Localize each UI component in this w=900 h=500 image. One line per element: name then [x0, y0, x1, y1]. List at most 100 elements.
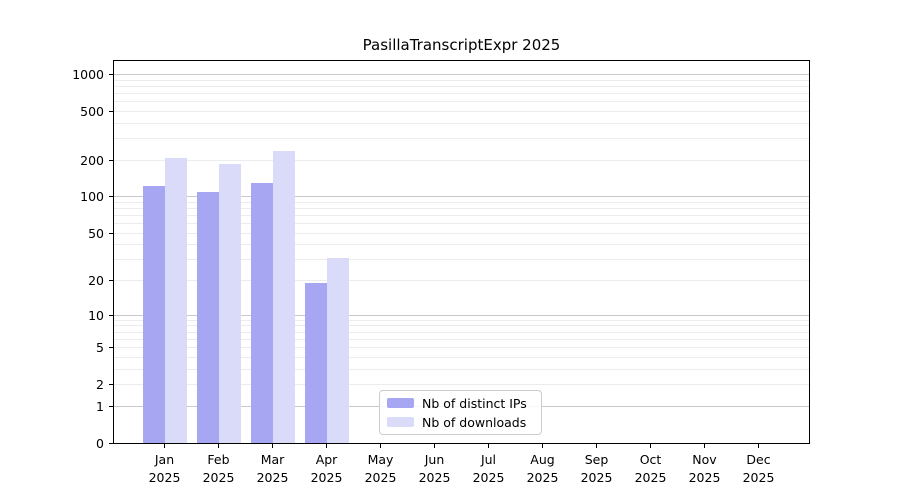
minor-gridline: [114, 319, 809, 321]
minor-gridline: [114, 232, 809, 234]
minor-gridline: [114, 331, 809, 333]
x-tick-month: Jul: [480, 452, 497, 467]
x-tick-mark: [758, 444, 759, 448]
legend-swatch-distinct-ips-icon: [387, 398, 414, 408]
x-tick-label-nov: Nov 2025: [675, 451, 735, 486]
minor-gridline: [114, 79, 809, 81]
minor-gridline: [114, 325, 809, 327]
x-tick-label-dec: Dec 2025: [729, 451, 789, 486]
x-tick-year: 2025: [256, 469, 289, 485]
y-tick-mark: [109, 405, 113, 407]
x-tick-year: 2025: [418, 469, 451, 485]
minor-gridline: [114, 85, 809, 87]
y-tick-label-200: 200: [80, 152, 104, 168]
minor-gridline: [114, 138, 809, 140]
x-tick-mark: [650, 444, 651, 448]
x-tick-month: Aug: [530, 452, 555, 467]
x-tick-label-jun: Jun 2025: [405, 451, 465, 486]
y-tick-mark: [109, 110, 113, 112]
y-tick-mark: [109, 159, 113, 161]
y-tick-mark: [109, 346, 113, 348]
x-tick-month: Feb: [207, 452, 230, 467]
x-tick-month: Jan: [154, 452, 175, 467]
x-tick-mark: [218, 444, 219, 448]
y-tick-mark: [109, 196, 113, 198]
x-tick-month: Apr: [315, 452, 338, 467]
x-tick-year: 2025: [148, 469, 181, 485]
legend-item-downloads: Nb of downloads: [387, 415, 541, 430]
minor-gridline: [114, 244, 809, 246]
minor-gridline: [114, 356, 809, 358]
y-tick-label-5: 5: [96, 339, 104, 355]
x-tick-label-sep: Sep 2025: [567, 451, 627, 486]
bar-distinct-ips-jan: [142, 186, 165, 443]
y-tick-mark: [109, 73, 113, 75]
bar-downloads-feb: [218, 164, 241, 443]
x-tick-month: Sep: [584, 452, 609, 467]
x-tick-month: Mar: [260, 452, 285, 467]
legend: Nb of distinct IPs Nb of downloads: [379, 390, 542, 435]
bar-downloads-mar: [272, 150, 295, 443]
x-tick-month: Dec: [746, 452, 771, 467]
x-tick-mark: [488, 444, 489, 448]
minor-gridline: [114, 223, 809, 225]
minor-gridline: [114, 215, 809, 217]
x-tick-month: May: [367, 452, 394, 467]
minor-gridline: [114, 122, 809, 124]
minor-gridline: [114, 101, 809, 103]
x-tick-label-apr: Apr 2025: [297, 451, 357, 486]
x-tick-label-mar: Mar 2025: [243, 451, 303, 486]
x-tick-label-may: May 2025: [351, 451, 411, 486]
y-tick-label-1: 1: [96, 398, 104, 414]
y-tick-mark: [109, 442, 113, 444]
major-gridline: [114, 196, 809, 198]
x-tick-year: 2025: [472, 469, 505, 485]
x-tick-label-oct: Oct 2025: [621, 451, 681, 486]
y-tick-mark: [109, 383, 113, 385]
legend-label-downloads: Nb of downloads: [422, 414, 527, 430]
x-tick-mark: [272, 444, 273, 448]
x-tick-mark: [326, 444, 327, 448]
x-tick-month: Oct: [639, 452, 662, 467]
x-tick-mark: [380, 444, 381, 448]
x-tick-label-aug: Aug 2025: [513, 451, 573, 486]
x-tick-month: Jun: [424, 452, 445, 467]
x-tick-year: 2025: [526, 469, 559, 485]
x-tick-mark: [164, 444, 165, 448]
plot-area: [113, 60, 810, 444]
x-tick-mark: [596, 444, 597, 448]
legend-swatch-downloads-icon: [387, 417, 414, 427]
legend-item-distinct-ips: Nb of distinct IPs: [387, 396, 541, 411]
y-tick-label-20: 20: [88, 273, 104, 289]
legend-label-distinct-ips: Nb of distinct IPs: [422, 395, 527, 411]
x-tick-year: 2025: [742, 469, 775, 485]
x-tick-year: 2025: [688, 469, 721, 485]
x-tick-mark: [704, 444, 705, 448]
minor-gridline: [114, 201, 809, 203]
x-tick-mark: [434, 444, 435, 448]
y-tick-label-0: 0: [96, 435, 104, 451]
minor-gridline: [114, 368, 809, 370]
chart-title: PasillaTranscriptExpr 2025: [362, 36, 561, 54]
major-gridline: [114, 314, 809, 316]
x-tick-year: 2025: [634, 469, 667, 485]
bar-distinct-ips-feb: [196, 191, 219, 443]
x-tick-year: 2025: [310, 469, 343, 485]
major-gridline: [114, 73, 809, 75]
y-tick-label-500: 500: [80, 103, 104, 119]
y-tick-label-2: 2: [96, 376, 104, 392]
y-tick-mark: [109, 232, 113, 234]
minor-gridline: [114, 383, 809, 385]
x-tick-year: 2025: [580, 469, 613, 485]
x-tick-label-jul: Jul 2025: [459, 451, 519, 486]
bar-distinct-ips-mar: [250, 182, 273, 443]
minor-gridline: [114, 338, 809, 340]
x-tick-label-feb: Feb 2025: [189, 451, 249, 486]
bar-downloads-jan: [164, 157, 187, 443]
minor-gridline: [114, 259, 809, 261]
y-tick-label-50: 50: [88, 225, 104, 241]
minor-gridline: [114, 280, 809, 282]
x-tick-year: 2025: [202, 469, 235, 485]
x-tick-label-jan: Jan 2025: [135, 451, 195, 486]
minor-gridline: [114, 92, 809, 94]
